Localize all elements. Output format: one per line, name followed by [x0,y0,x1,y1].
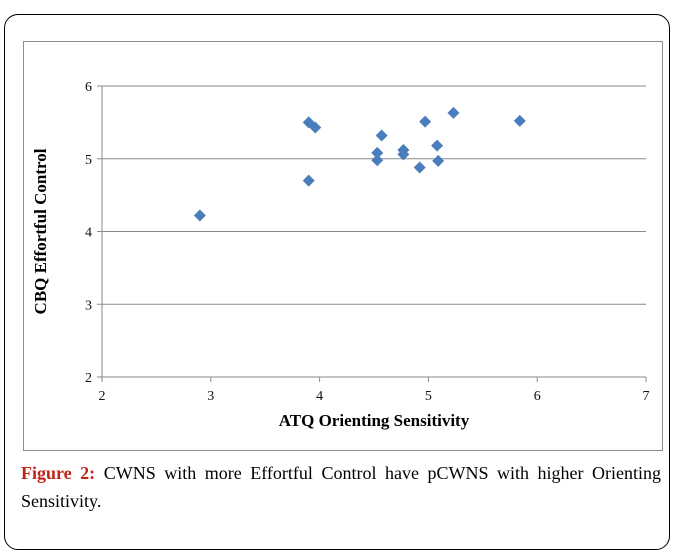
y-tick-label-2: 2 [85,371,92,386]
data-point-11 [419,115,432,128]
data-point-3 [309,121,322,134]
x-tick-label-4: 4 [316,389,323,404]
x-tick-label-3: 3 [207,389,214,404]
figure-caption-text: CWNS with more Effortful Control have pC… [21,463,662,511]
data-point-14 [447,106,460,119]
data-point-6 [371,154,384,167]
x-tick-label-6: 6 [534,389,541,404]
chart-container: 2 3 4 5 6 2 3 4 5 6 7 ATQ Orienting Sensitivity CB… [23,41,663,451]
x-tick-label-7: 7 [643,389,650,404]
y-tick-label-6: 6 [85,80,92,95]
data-point-9 [397,148,410,161]
data-point-1 [193,209,206,222]
scatter-chart: 2 3 4 5 6 2 3 4 5 6 7 ATQ Orienting Sensitivity CB… [31,80,650,430]
figure-caption: Figure 2: CWNS with more Effortful Contr… [21,459,661,515]
data-point-13 [432,154,445,167]
tick-labels: 2 3 4 5 6 2 3 4 5 6 7 [85,80,650,404]
data-point-10 [413,161,426,174]
data-point-15 [513,114,526,127]
data-point-12 [431,139,444,152]
x-tick-label-2: 2 [99,389,106,404]
data-point-5 [371,146,384,159]
x-axis-label: ATQ Orienting Sensitivity [279,411,470,430]
gridlines [102,85,646,305]
data-point-7 [375,129,388,142]
y-tick-label-5: 5 [85,153,92,168]
figure-caption-label: Figure 2: [21,463,96,483]
x-tick-label-5: 5 [425,389,432,404]
data-point-4 [302,174,315,187]
y-tick-label-4: 4 [85,226,92,241]
data-points [193,106,526,222]
y-axis-label: CBQ Effortful Control [31,148,50,314]
y-tick-label-3: 3 [85,298,92,313]
figure-frame: 2 3 4 5 6 2 3 4 5 6 7 ATQ Orienting Sensitivity CB… [4,14,670,550]
